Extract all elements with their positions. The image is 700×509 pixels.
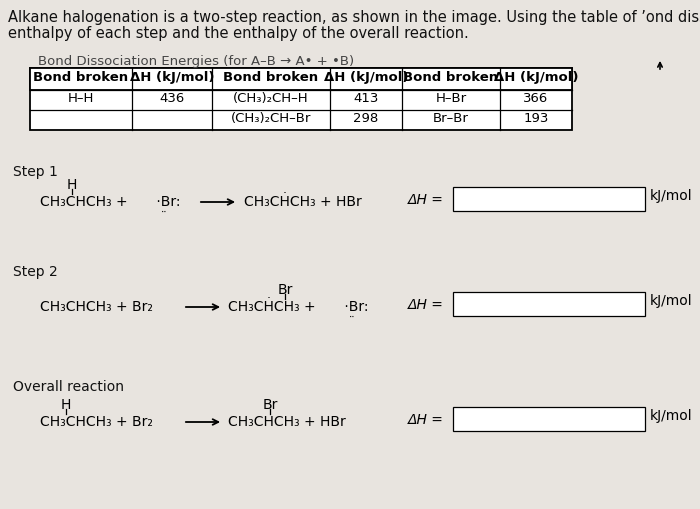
Text: ΔH (kJ/mol): ΔH (kJ/mol): [130, 71, 214, 84]
Text: (CH₃)₂CH–Br: (CH₃)₂CH–Br: [231, 112, 312, 125]
Text: (CH₃)₂CH–H: (CH₃)₂CH–H: [233, 92, 309, 105]
Text: CH₃CHCH₃ + HBr: CH₃CHCH₃ + HBr: [244, 195, 362, 209]
Text: H: H: [61, 398, 71, 412]
Text: ·Br:: ·Br:: [340, 300, 368, 314]
Text: Br: Br: [262, 398, 278, 412]
Text: Bond broken: Bond broken: [34, 71, 129, 84]
Text: Step 1: Step 1: [13, 165, 58, 179]
Text: CH₃CHCH₃ +: CH₃CHCH₃ +: [228, 300, 316, 314]
Text: ·: ·: [283, 187, 287, 200]
Text: Bond broken: Bond broken: [223, 71, 318, 84]
Text: ·Br:: ·Br:: [152, 195, 181, 209]
Text: ΔH =: ΔH =: [408, 413, 444, 427]
Bar: [30, 68, 572, 130]
Text: ⋅⋅: ⋅⋅: [161, 207, 167, 217]
Text: kJ/mol: kJ/mol: [650, 294, 692, 308]
Text: ΔH =: ΔH =: [408, 193, 444, 207]
Text: ΔH (kJ/mol): ΔH (kJ/mol): [323, 71, 408, 84]
Text: CH₃CHCH₃ + HBr: CH₃CHCH₃ + HBr: [228, 415, 346, 429]
Text: ·: ·: [267, 292, 271, 305]
Text: ⋅⋅: ⋅⋅: [349, 312, 356, 322]
Text: H–Br: H–Br: [435, 92, 467, 105]
Bar: [453, 292, 645, 316]
Text: Step 2: Step 2: [13, 265, 57, 279]
Text: enthalpy of each step and the enthalpy of the overall reaction.: enthalpy of each step and the enthalpy o…: [8, 26, 469, 41]
Text: CH₃CHCH₃ + Br₂: CH₃CHCH₃ + Br₂: [40, 415, 153, 429]
Bar: [30, 68, 572, 90]
Text: Overall reaction: Overall reaction: [13, 380, 124, 394]
Text: ΔH =: ΔH =: [408, 298, 444, 312]
Bar: [453, 407, 645, 431]
Text: CH₃CHCH₃ +: CH₃CHCH₃ +: [40, 195, 127, 209]
Text: Bond broken: Bond broken: [403, 71, 498, 84]
Text: CH₃CHCH₃ + Br₂: CH₃CHCH₃ + Br₂: [40, 300, 153, 314]
Text: Bond Dissociation Energies (for A–B → A• + •B): Bond Dissociation Energies (for A–B → A•…: [38, 55, 354, 68]
Text: kJ/mol: kJ/mol: [650, 409, 692, 423]
Text: Br–Br: Br–Br: [433, 112, 469, 125]
Text: 436: 436: [160, 92, 185, 105]
Text: H: H: [66, 178, 77, 192]
Text: Alkane halogenation is a two-step reaction, as shown in the image. Using the tab: Alkane halogenation is a two-step reacti…: [8, 10, 700, 25]
Text: kJ/mol: kJ/mol: [650, 189, 692, 203]
Text: 298: 298: [354, 112, 379, 125]
Text: H–H: H–H: [68, 92, 95, 105]
Text: Br: Br: [277, 283, 293, 297]
Text: 413: 413: [354, 92, 379, 105]
Bar: [453, 187, 645, 211]
Text: 193: 193: [524, 112, 549, 125]
Text: ΔH (kJ/mol): ΔH (kJ/mol): [494, 71, 578, 84]
Text: 366: 366: [524, 92, 549, 105]
